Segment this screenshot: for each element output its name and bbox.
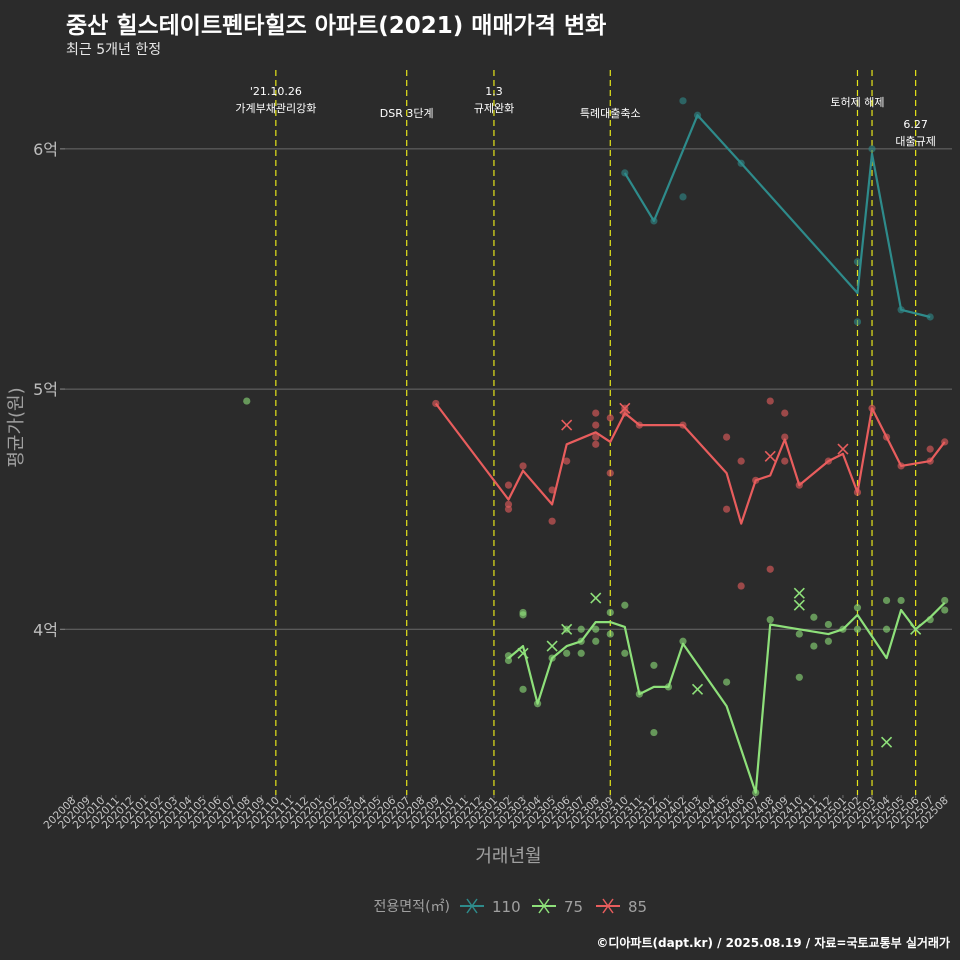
data-point — [766, 616, 774, 624]
data-point — [592, 637, 600, 645]
data-point — [679, 97, 687, 105]
data-cross — [793, 587, 805, 599]
legend-label: 75 — [564, 898, 583, 916]
series-110 — [621, 97, 934, 326]
data-cross — [546, 640, 558, 652]
data-cross — [793, 599, 805, 611]
data-point — [868, 145, 876, 153]
data-point — [882, 625, 891, 633]
data-point — [563, 649, 571, 657]
data-point — [650, 661, 658, 669]
data-point — [548, 486, 556, 494]
data-point — [606, 608, 614, 617]
event-label: 규제완화 — [474, 102, 514, 115]
data-cross — [837, 443, 849, 455]
legend-title: 전용면적(㎡) — [374, 899, 450, 915]
data-point — [592, 440, 600, 448]
data-point — [882, 596, 891, 605]
series-line-85 — [434, 402, 946, 525]
data-point — [737, 457, 745, 465]
data-point — [737, 582, 745, 590]
chart-subtitle: 최근 5개년 한정 — [66, 42, 162, 58]
data-point — [941, 606, 949, 614]
data-cross — [881, 736, 893, 748]
data-point — [519, 462, 527, 470]
data-point — [853, 625, 862, 633]
data-point — [723, 433, 731, 441]
data-point — [824, 620, 833, 629]
legend-swatch-cross — [466, 898, 478, 914]
data-point — [897, 596, 905, 605]
series-line-110 — [623, 114, 931, 319]
y-axis-title: 평균가(원) — [6, 387, 27, 467]
data-point — [563, 457, 571, 465]
data-point — [592, 433, 600, 441]
data-point — [941, 596, 949, 605]
x-axis-title: 거래년월 — [475, 846, 541, 867]
data-point — [723, 505, 731, 513]
data-point — [853, 604, 862, 612]
data-point — [679, 637, 687, 645]
event-label: '21.10.26 — [250, 85, 302, 98]
data-point — [679, 193, 687, 201]
event-label: 가계부채관리강화 — [235, 102, 316, 115]
data-point — [592, 421, 600, 429]
data-point — [781, 457, 789, 465]
y-tick-label: 4억 — [33, 620, 58, 639]
data-point — [621, 649, 629, 657]
data-point — [795, 673, 803, 681]
data-point — [592, 625, 600, 633]
event-label: 6.27 — [903, 118, 928, 131]
data-cross — [561, 623, 573, 635]
data-point — [781, 409, 789, 417]
data-point — [606, 630, 614, 638]
data-point — [926, 445, 934, 453]
data-point — [504, 481, 513, 489]
data-point — [519, 608, 527, 617]
data-point — [766, 565, 774, 573]
series-75 — [243, 397, 949, 797]
event-label: 1.3 — [485, 85, 503, 98]
data-point — [795, 630, 803, 638]
y-tick-label: 6억 — [33, 140, 58, 159]
data-point — [723, 678, 731, 686]
data-point — [781, 433, 789, 441]
legend-swatch-cross — [538, 898, 550, 914]
data-point — [766, 397, 774, 405]
data-point — [606, 469, 614, 477]
data-point — [592, 409, 600, 417]
data-point — [519, 685, 527, 693]
data-point — [621, 601, 629, 609]
data-point — [650, 728, 658, 737]
data-cross — [691, 683, 704, 695]
data-point — [853, 318, 862, 326]
source-caption: ©디아파트(dapt.kr) / 2025.08.19 / 자료=국토교통부 실… — [596, 936, 950, 950]
data-cross — [764, 450, 776, 462]
y-tick-label: 5억 — [33, 380, 58, 399]
data-point — [853, 258, 862, 266]
event-label: 대출규제 — [895, 135, 935, 148]
legend-label: 85 — [628, 898, 647, 916]
event-label: 특례대출축소 — [580, 107, 641, 120]
data-cross — [619, 402, 631, 414]
legend-swatch-cross — [602, 898, 614, 914]
data-point — [577, 625, 585, 633]
chart-title: 중산 힐스테이트펜타힐즈 아파트(2021) 매매가격 변화 — [66, 13, 607, 39]
legend-label: 110 — [492, 898, 521, 916]
data-cross — [561, 419, 573, 431]
data-point — [548, 517, 556, 525]
event-label: DSR 3단계 — [380, 107, 434, 120]
data-point — [810, 613, 818, 621]
data-cross — [590, 592, 602, 604]
data-point — [824, 637, 833, 645]
series-85 — [432, 397, 949, 590]
data-point — [810, 642, 818, 650]
series-line-75 — [507, 602, 946, 794]
event-label: 토허제 해제 — [830, 95, 884, 109]
data-point — [504, 505, 513, 513]
data-point — [243, 397, 251, 405]
data-point — [577, 649, 585, 657]
data-point — [606, 414, 614, 422]
